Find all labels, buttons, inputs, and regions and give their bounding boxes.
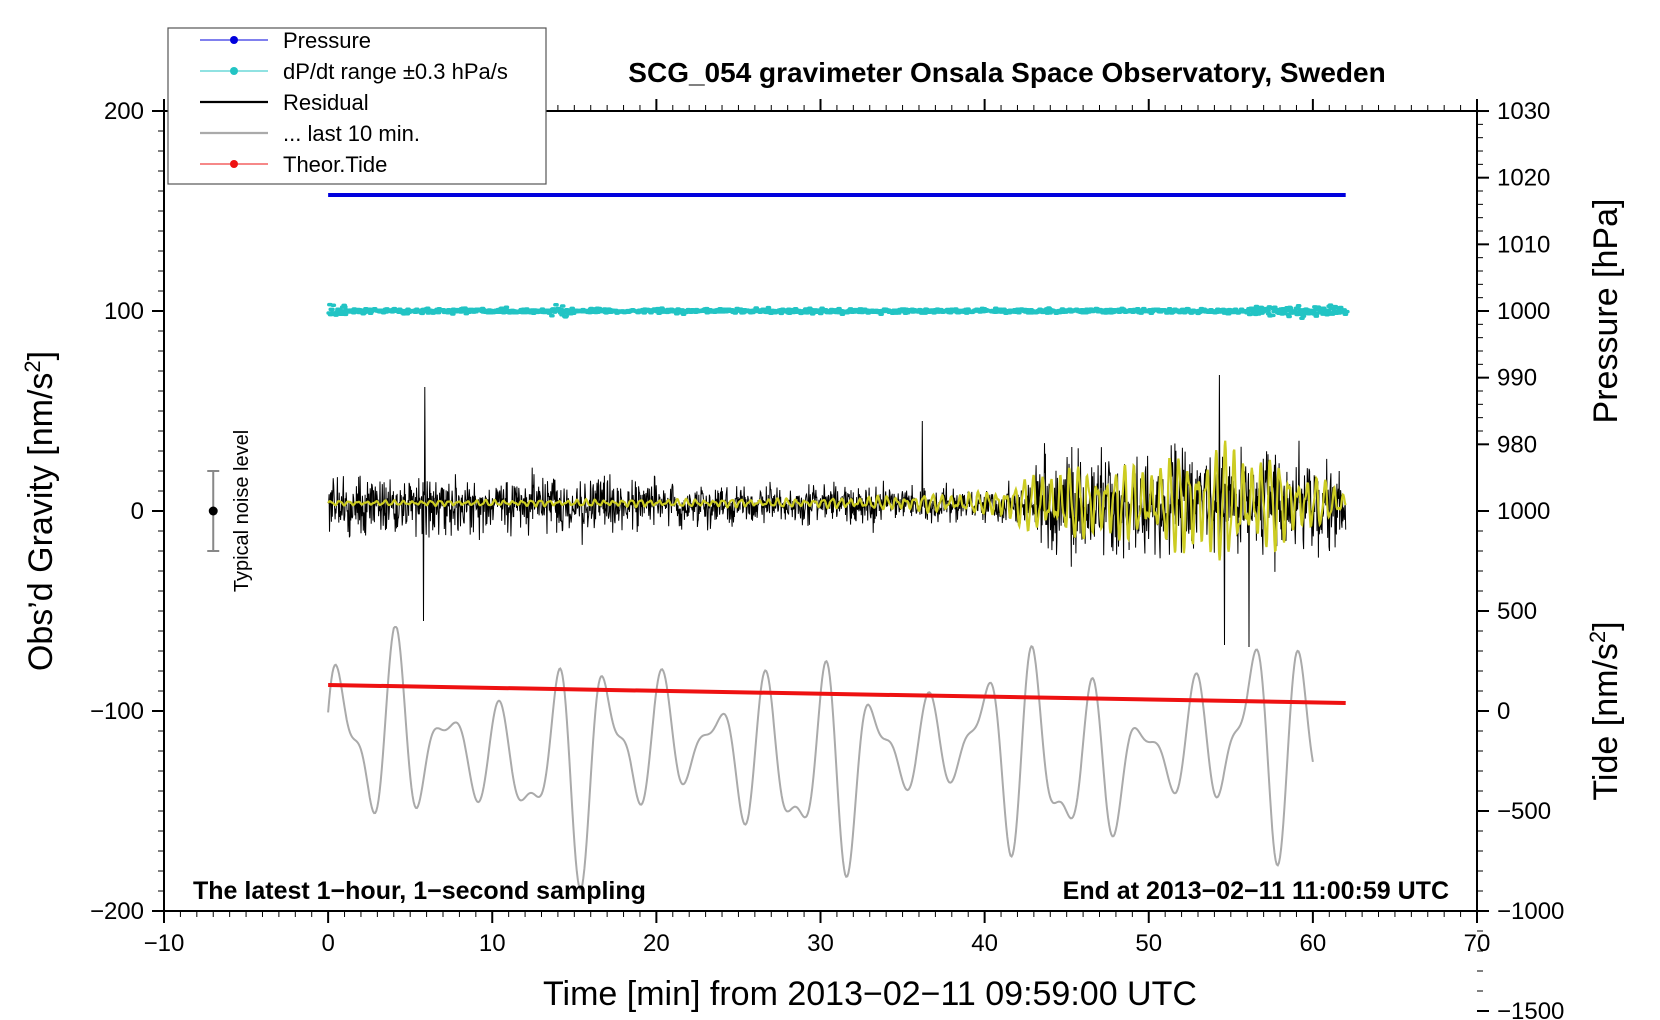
legend-label: dP/dt range ±0.3 hPa/s [283,59,508,84]
x-tick-label: 60 [1300,930,1327,957]
y-axis-label: Obs’d Gravity [nm/s2] [20,351,61,671]
legend: Pressure dP/dt range ±0.3 hPa/s Residual..… [167,27,547,185]
tide-axis-label: Tide [nm/s2] [1585,621,1626,800]
x-tick-label: 40 [971,930,998,957]
pressure-tick-label: 1020 [1497,165,1550,192]
series-last-10-min [327,626,1314,891]
series-theor-tide [328,683,1346,705]
y-tick-label: −200 [90,898,144,925]
x-tick-label: 0 [321,930,334,957]
tide-axis-label-sup: 2 [1585,631,1610,643]
pressure-tick-label: 1000 [1497,298,1550,325]
y-tick-label: 200 [104,98,144,125]
legend-label: Theor.Tide [283,152,387,177]
tide-tick-label: 500 [1497,598,1537,625]
tide-tick-label: 0 [1497,698,1510,725]
noise-bar-dot [208,506,218,516]
tide-tick-label: −500 [1497,798,1551,825]
tide-axis-label-end: ] [1587,621,1625,630]
x-tick-label: 10 [479,930,506,957]
x-tick-label: 70 [1464,930,1491,957]
typical-noise-indicator: Typical noise level [207,430,253,592]
noise-bar-label: Typical noise level [231,430,253,592]
y-axis-label-end: ] [22,351,60,360]
y-tick-label: 100 [104,298,144,325]
x-tick-label: 30 [807,930,834,957]
x-tick-label: 20 [643,930,670,957]
pressure-tick-label: 1010 [1497,231,1550,258]
pressure-axis-label: Pressure [hPa] [1587,199,1625,424]
legend-label: Residual [283,90,369,115]
legend-box [167,27,547,185]
axis-ticks: −10 0 10 20 30 40 50 60 70−200−10001002009809901… [90,98,1564,1020]
legend-marker [230,160,238,168]
series-layer [326,193,1350,891]
annotation-end-time: End at 2013−02−11 11:00:59 UTC [1063,877,1449,905]
legend-label: Pressure [283,28,371,53]
y-tick-label: −100 [90,698,144,725]
series-residual [327,374,1347,648]
tide-tick-label: 1000 [1497,498,1550,525]
y-axis-label-text: Obs’d Gravity [nm/s [22,373,60,672]
pressure-tick-label: 990 [1497,365,1537,392]
y-tick-label: 0 [131,498,144,525]
x-tick-label: 50 [1135,930,1162,957]
legend-marker [230,36,238,44]
chart-title: SCG_054 gravimeter Onsala Space Observat… [628,57,1385,88]
x-axis-label: Time [min] from 2013−02−11 09:59:00 UTC [543,975,1197,1013]
tide-tick-label: −1000 [1497,898,1564,925]
series-smoothed [327,440,1347,561]
x-tick-label: −10 [144,930,185,957]
legend-marker [230,67,238,75]
pressure-tick-label: 980 [1497,431,1537,458]
series-dpdt [326,302,1350,321]
tide-axis-label-text: Tide [nm/s [1587,643,1625,800]
y-axis-label-sup: 2 [20,360,45,372]
legend-label: ... last 10 min. [283,121,420,146]
pressure-tick-label: 1030 [1497,98,1550,125]
tide-tick-label: −1500 [1497,998,1564,1020]
annotation-sampling: The latest 1−hour, 1−second sampling [193,877,646,905]
